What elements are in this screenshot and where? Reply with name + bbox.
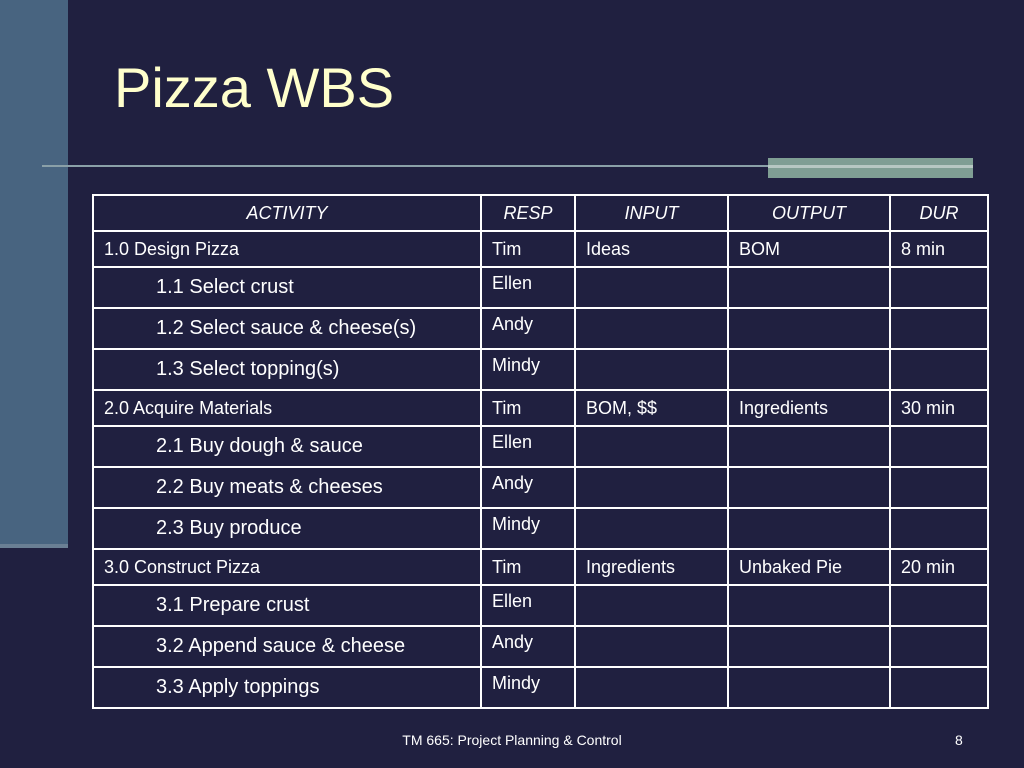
table-row: 1.2 Select sauce & cheese(s) Andy [92,307,989,350]
header-output: OUTPUT [727,194,891,232]
cell-dur [889,625,989,668]
cell-resp: Ellen [480,584,576,627]
cell-dur [889,666,989,709]
table-row: 1.1 Select crust Ellen [92,266,989,309]
cell-input [574,507,729,550]
table-row: 1.3 Select topping(s) Mindy [92,348,989,391]
cell-activity: 2.1 Buy dough & sauce [92,425,482,468]
cell-dur [889,266,989,309]
cell-resp: Tim [480,389,576,427]
cell-input [574,307,729,350]
cell-output [727,307,891,350]
footer-course-title: TM 665: Project Planning & Control [402,732,622,748]
cell-activity: 1.2 Select sauce & cheese(s) [92,307,482,350]
header-dur: DUR [889,194,989,232]
table-row: 3.2 Append sauce & cheese Andy [92,625,989,668]
header-input: INPUT [574,194,729,232]
cell-resp: Mindy [480,348,576,391]
cell-output: Unbaked Pie [727,548,891,586]
cell-resp: Ellen [480,266,576,309]
table-row: 1.0 Design Pizza Tim Ideas BOM 8 min [92,230,989,268]
cell-resp: Andy [480,466,576,509]
cell-input [574,348,729,391]
cell-dur: 20 min [889,548,989,586]
cell-activity: 2.2 Buy meats & cheeses [92,466,482,509]
cell-output [727,666,891,709]
cell-resp: Tim [480,548,576,586]
cell-output [727,507,891,550]
cell-dur [889,348,989,391]
side-decoration-bar [0,0,68,544]
cell-resp: Andy [480,625,576,668]
cell-dur: 8 min [889,230,989,268]
cell-dur [889,466,989,509]
cell-output [727,425,891,468]
cell-activity: 1.1 Select crust [92,266,482,309]
table-row: 2.1 Buy dough & sauce Ellen [92,425,989,468]
cell-dur [889,307,989,350]
cell-input: Ideas [574,230,729,268]
cell-input: Ingredients [574,548,729,586]
cell-input [574,266,729,309]
table-row: 3.0 Construct Pizza Tim Ingredients Unbaked… [92,548,989,586]
cell-resp: Ellen [480,425,576,468]
table-row: 3.1 Prepare crust Ellen [92,584,989,627]
cell-dur [889,425,989,468]
cell-output [727,625,891,668]
cell-resp: Mindy [480,507,576,550]
table-row: 2.0 Acquire Materials Tim BOM, $$ Ingredien… [92,389,989,427]
cell-output [727,348,891,391]
cell-dur [889,507,989,550]
header-activity: ACTIVITY [92,194,482,232]
wbs-table: ACTIVITY RESP INPUT OUTPUT DUR 1.0 Desig… [92,194,989,709]
cell-activity: 1.0 Design Pizza [92,230,482,268]
cell-output: Ingredients [727,389,891,427]
cell-input [574,666,729,709]
slide-title: Pizza WBS [114,56,395,119]
cell-activity: 3.0 Construct Pizza [92,548,482,586]
cell-input [574,466,729,509]
cell-dur [889,584,989,627]
cell-input: BOM, $$ [574,389,729,427]
cell-activity: 3.1 Prepare crust [92,584,482,627]
cell-activity: 1.3 Select topping(s) [92,348,482,391]
title-divider-accent [768,158,973,178]
cell-activity: 2.0 Acquire Materials [92,389,482,427]
cell-resp: Andy [480,307,576,350]
table-row: 2.2 Buy meats & cheeses Andy [92,466,989,509]
cell-activity: 3.3 Apply toppings [92,666,482,709]
cell-activity: 2.3 Buy produce [92,507,482,550]
cell-input [574,584,729,627]
cell-dur: 30 min [889,389,989,427]
cell-activity: 3.2 Append sauce & cheese [92,625,482,668]
cell-input [574,425,729,468]
cell-output: BOM [727,230,891,268]
cell-resp: Tim [480,230,576,268]
title-divider-accent-line [768,165,973,168]
cell-output [727,466,891,509]
cell-output [727,584,891,627]
cell-output [727,266,891,309]
cell-input [574,625,729,668]
table-row: 2.3 Buy produce Mindy [92,507,989,550]
side-decoration-shadow [0,544,68,548]
cell-resp: Mindy [480,666,576,709]
footer-page-number: 8 [955,732,963,748]
header-resp: RESP [480,194,576,232]
title-divider [42,165,972,167]
table-header-row: ACTIVITY RESP INPUT OUTPUT DUR [92,194,989,232]
table-row: 3.3 Apply toppings Mindy [92,666,989,709]
